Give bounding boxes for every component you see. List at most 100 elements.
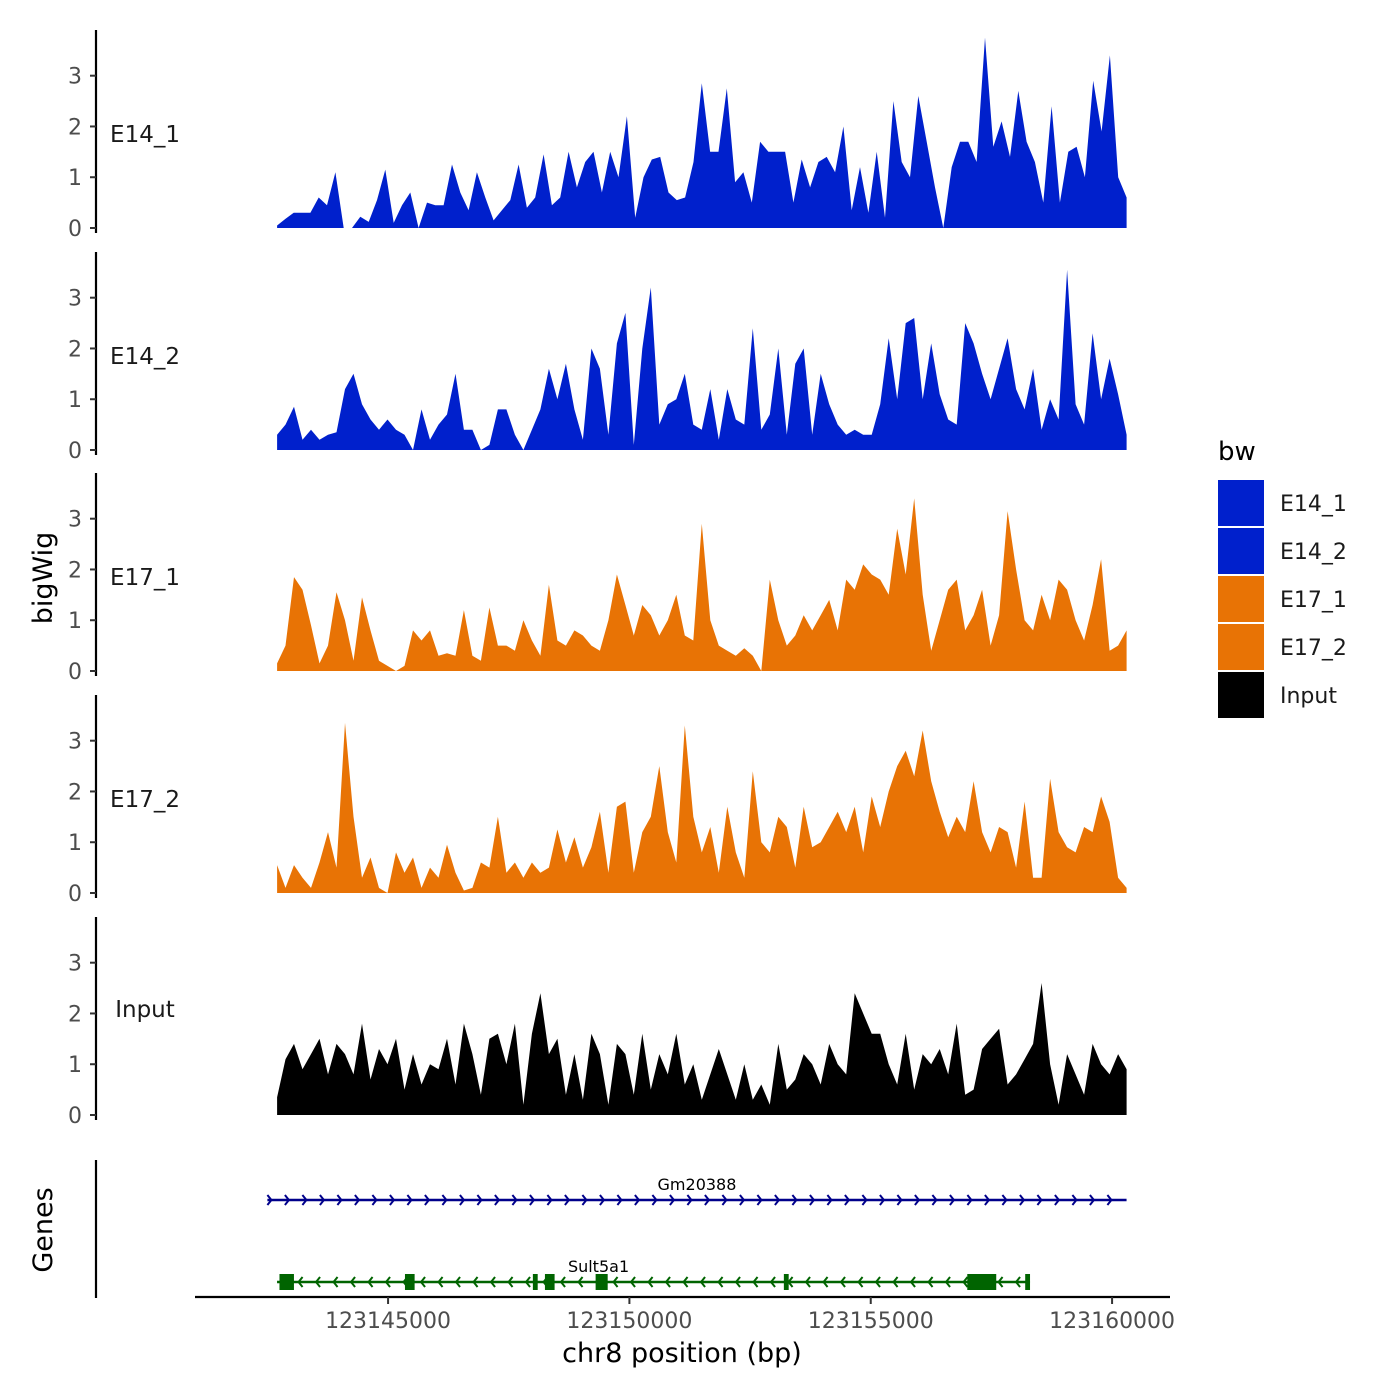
strand-arrow xyxy=(699,1276,706,1288)
y-tick-label: 3 xyxy=(68,287,82,312)
strand-arrow xyxy=(944,1276,951,1288)
panel-E17_2: 0 1 2 3 E17_2 xyxy=(68,695,1127,907)
strand-arrow xyxy=(826,1194,833,1206)
genes-axis-title: Genes xyxy=(28,1187,59,1272)
signal-area-E14_2 xyxy=(277,269,1127,450)
strand-arrow xyxy=(489,1276,496,1288)
x-tick-label: 123155000 xyxy=(808,1309,934,1334)
strand-arrow xyxy=(524,1276,531,1288)
strand-arrow xyxy=(367,1276,374,1288)
strand-arrow xyxy=(686,1194,693,1206)
strand-arrow xyxy=(879,1194,886,1206)
strand-arrow xyxy=(599,1194,606,1206)
strand-arrow xyxy=(1089,1194,1096,1206)
strand-arrow xyxy=(389,1194,396,1206)
strand-arrow xyxy=(577,1276,584,1288)
strand-arrow xyxy=(454,1276,461,1288)
strand-arrow xyxy=(774,1194,781,1206)
strand-arrow xyxy=(559,1276,566,1288)
strand-arrow xyxy=(529,1194,536,1206)
strand-arrow xyxy=(1014,1276,1021,1288)
strand-arrow xyxy=(319,1194,326,1206)
strand-arrow xyxy=(406,1194,413,1206)
strand-arrow xyxy=(507,1276,514,1288)
strand-arrow xyxy=(909,1276,916,1288)
strand-arrow xyxy=(616,1194,623,1206)
strand-arrow xyxy=(349,1276,356,1288)
strand-arrow xyxy=(476,1194,483,1206)
y-tick-label: 0 xyxy=(68,660,82,685)
strand-arrow xyxy=(424,1194,431,1206)
strand-arrow xyxy=(769,1276,776,1288)
strand-arrow xyxy=(664,1276,671,1288)
legend-title: bw xyxy=(1218,437,1256,467)
signal-panels: 0 1 2 3 E14_1 0 1 2 3 E14_2 0 1 2 3 E17_1 0 1 2 3 E17_2 0 1 2 3… xyxy=(68,30,1127,1129)
strand-arrow xyxy=(441,1194,448,1206)
strand-arrow xyxy=(564,1194,571,1206)
legend-swatch-Input xyxy=(1218,672,1264,718)
strand-arrow xyxy=(284,1194,291,1206)
y-tick-label: 3 xyxy=(68,952,82,977)
strand-arrow xyxy=(997,1276,1004,1288)
signal-area-Input xyxy=(277,983,1127,1115)
panel-E17_1: 0 1 2 3 E17_1 xyxy=(68,473,1127,685)
strand-arrow xyxy=(1071,1194,1078,1206)
panel-E14_1: 0 1 2 3 E14_1 xyxy=(68,30,1127,242)
exon-block xyxy=(544,1274,555,1290)
strand-arrow xyxy=(962,1276,969,1288)
x-axis-title: chr8 position (bp) xyxy=(562,1338,802,1369)
y-tick-label: 3 xyxy=(68,730,82,755)
exon-block xyxy=(1025,1274,1031,1290)
strand-arrow xyxy=(371,1194,378,1206)
legend-label-E14_2: E14_2 xyxy=(1280,540,1347,565)
x-tick-label: 123145000 xyxy=(325,1309,451,1334)
strand-arrow xyxy=(472,1276,479,1288)
strand-arrow xyxy=(966,1194,973,1206)
x-axis: 123145000 123150000 123155000 123160000 xyxy=(195,1295,1175,1334)
y-tick-label: 3 xyxy=(68,508,82,533)
strand-arrow xyxy=(717,1276,724,1288)
strand-arrow xyxy=(1001,1194,1008,1206)
strand-arrow xyxy=(752,1276,759,1288)
exon-block xyxy=(967,1274,997,1290)
strand-arrow xyxy=(437,1276,444,1288)
legend-label-E17_2: E17_2 xyxy=(1280,636,1347,661)
track-label-E17_1: E17_1 xyxy=(110,565,180,591)
legend-label-E17_1: E17_1 xyxy=(1280,588,1347,613)
strand-arrow xyxy=(1054,1194,1061,1206)
signal-area-E14_1 xyxy=(277,37,1127,228)
x-tick-label: 123160000 xyxy=(1049,1309,1175,1334)
strand-arrow xyxy=(419,1276,426,1288)
track-label-Input: Input xyxy=(115,997,175,1023)
panel-E14_2: 0 1 2 3 E14_2 xyxy=(68,252,1127,464)
strand-arrow xyxy=(927,1276,934,1288)
track-label-E14_2: E14_2 xyxy=(110,344,180,370)
y-tick-label: 2 xyxy=(68,558,82,583)
strand-arrow xyxy=(804,1276,811,1288)
strand-arrow xyxy=(314,1276,321,1288)
strand-arrow xyxy=(612,1276,619,1288)
strand-arrow xyxy=(892,1276,899,1288)
y-tick-label: 1 xyxy=(68,166,82,191)
exon-block xyxy=(532,1274,538,1290)
y-tick-label: 0 xyxy=(68,1104,82,1129)
strand-arrow xyxy=(874,1276,881,1288)
legend-swatch-E17_2 xyxy=(1218,624,1264,670)
y-tick-label: 1 xyxy=(68,831,82,856)
strand-arrow xyxy=(459,1194,466,1206)
strand-arrow xyxy=(704,1194,711,1206)
strand-arrow xyxy=(301,1194,308,1206)
strand-arrow xyxy=(494,1194,501,1206)
exon-block xyxy=(595,1274,608,1290)
legend-swatch-E14_1 xyxy=(1218,480,1264,526)
strand-arrow xyxy=(861,1194,868,1206)
strand-arrow xyxy=(629,1276,636,1288)
strand-arrow xyxy=(739,1194,746,1206)
legend-label-E14_1: E14_1 xyxy=(1280,492,1347,517)
signal-area-E17_1 xyxy=(277,498,1127,671)
y-tick-label: 2 xyxy=(68,115,82,140)
exon-block xyxy=(279,1274,294,1290)
strand-arrow xyxy=(931,1194,938,1206)
y-tick-label: 1 xyxy=(68,388,82,413)
